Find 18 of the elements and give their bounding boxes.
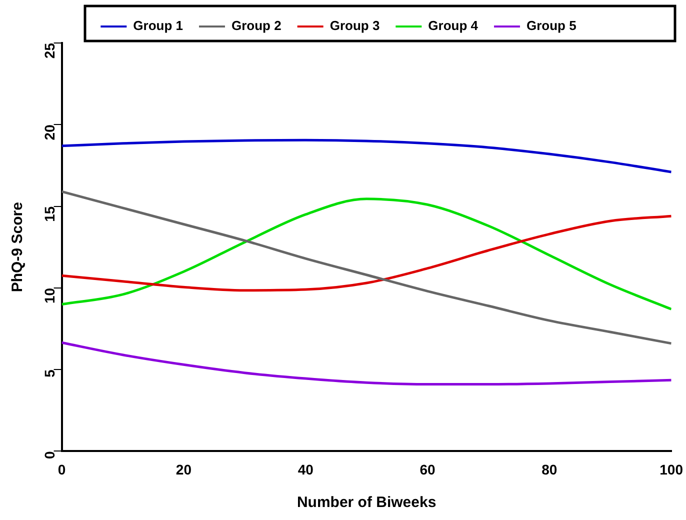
x-axis-title: Number of Biweeks xyxy=(296,494,436,512)
x-tick-label: 20 xyxy=(176,461,192,478)
x-tick-label: 40 xyxy=(298,461,314,478)
y-tick-label: 5 xyxy=(42,369,58,378)
x-tick-label: 100 xyxy=(660,461,684,478)
legend-label: Group 3 xyxy=(330,18,380,34)
legend-label: Group 1 xyxy=(133,18,184,34)
y-tick-label: 0 xyxy=(42,450,58,459)
legend-label: Group 5 xyxy=(526,18,576,34)
y-tick-label: 25 xyxy=(42,42,58,59)
legend-label: Group 2 xyxy=(231,18,282,34)
y-tick-label: 10 xyxy=(42,288,58,304)
legend-label: Group 4 xyxy=(428,18,479,34)
y-tick-label: 20 xyxy=(42,124,58,140)
y-tick-label: 15 xyxy=(42,206,58,222)
x-tick-label: 60 xyxy=(420,461,436,478)
x-tick-label: 80 xyxy=(542,461,558,478)
y-axis-title: PhQ-9 Score xyxy=(9,202,26,292)
